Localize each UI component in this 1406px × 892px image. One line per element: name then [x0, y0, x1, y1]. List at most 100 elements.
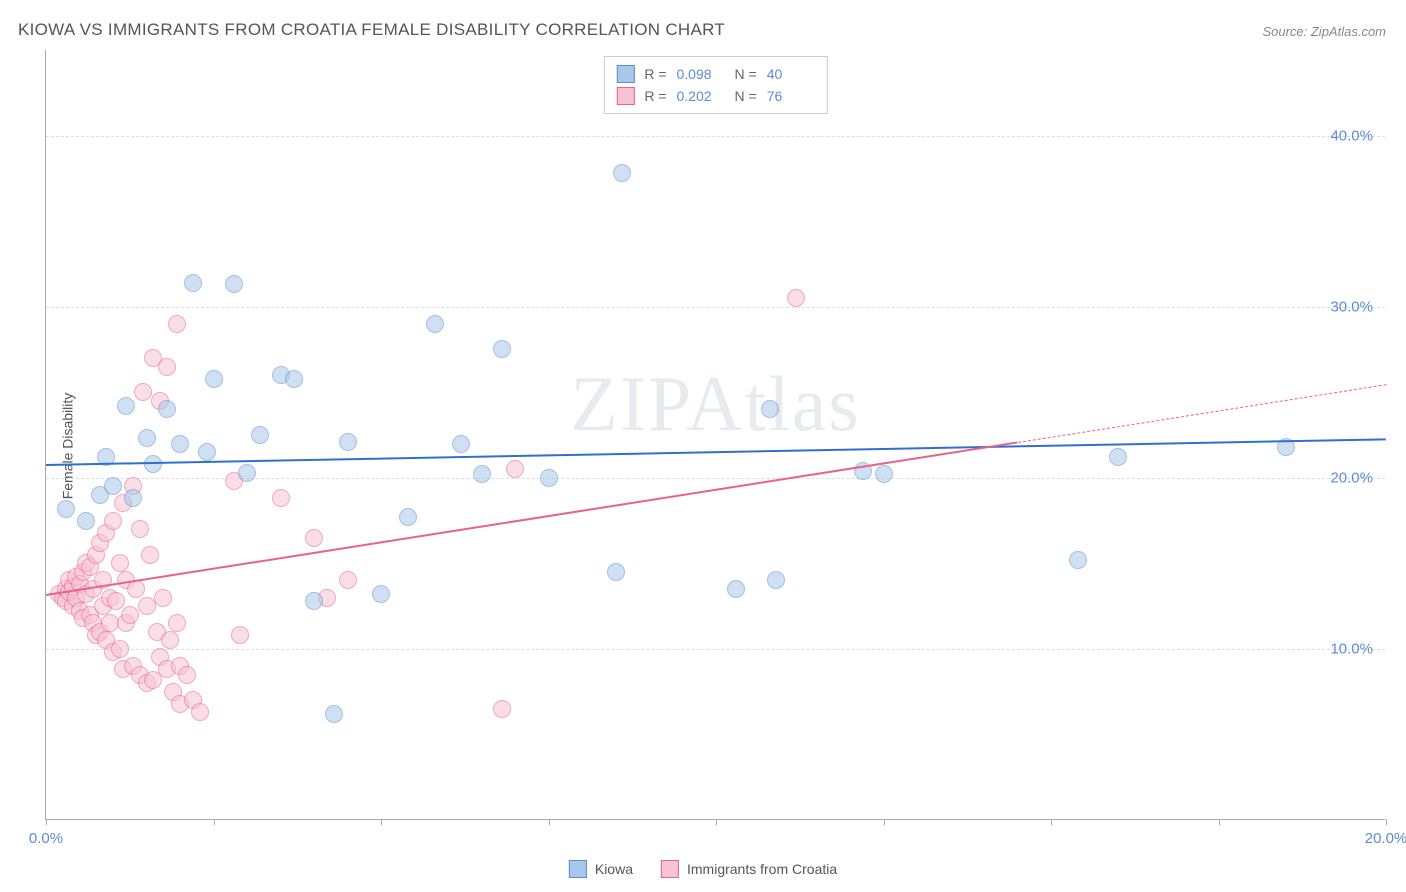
x-tick [716, 819, 717, 825]
y-tick-label: 30.0% [1330, 298, 1373, 315]
scatter-point [399, 508, 417, 526]
scatter-point [134, 383, 152, 401]
r-value-2: 0.202 [677, 88, 725, 104]
scatter-point [787, 289, 805, 307]
scatter-point [158, 358, 176, 376]
scatter-point [1069, 551, 1087, 569]
x-tick-label: 20.0% [1365, 830, 1406, 847]
scatter-point [305, 592, 323, 610]
x-tick [1219, 819, 1220, 825]
scatter-point [727, 580, 745, 598]
scatter-point [144, 455, 162, 473]
scatter-point [272, 489, 290, 507]
scatter-point [77, 512, 95, 530]
scatter-point [111, 554, 129, 572]
n-value-1: 40 [767, 66, 815, 82]
scatter-point [339, 433, 357, 451]
scatter-point [161, 631, 179, 649]
y-tick-label: 10.0% [1330, 640, 1373, 657]
scatter-point [121, 606, 139, 624]
scatter-point [101, 614, 119, 632]
scatter-point [178, 666, 196, 684]
scatter-point [171, 435, 189, 453]
scatter-point [111, 640, 129, 658]
scatter-point [761, 400, 779, 418]
y-tick-label: 40.0% [1330, 127, 1373, 144]
stats-legend-box: R = 0.098 N = 40 R = 0.202 N = 76 [603, 56, 827, 114]
scatter-point [225, 275, 243, 293]
scatter-point [184, 274, 202, 292]
x-tick [46, 819, 47, 825]
scatter-point [168, 614, 186, 632]
scatter-point [339, 571, 357, 589]
scatter-point [540, 469, 558, 487]
r-value-1: 0.098 [677, 66, 725, 82]
scatter-point [138, 597, 156, 615]
scatter-point [141, 546, 159, 564]
stats-row-1: R = 0.098 N = 40 [616, 63, 814, 85]
scatter-point [767, 571, 785, 589]
scatter-point [191, 703, 209, 721]
legend-item-1: Kiowa [569, 860, 633, 878]
x-tick [214, 819, 215, 825]
gridline [46, 307, 1385, 308]
stats-row-2: R = 0.202 N = 76 [616, 85, 814, 107]
scatter-point [231, 626, 249, 644]
n-label-2: N = [735, 88, 757, 104]
legend-swatch-blue [569, 860, 587, 878]
scatter-point [168, 315, 186, 333]
regression-line [46, 442, 1018, 597]
scatter-point [473, 465, 491, 483]
r-label-1: R = [644, 66, 666, 82]
plot-area: ZIPAtlas R = 0.098 N = 40 R = 0.202 N = … [45, 50, 1385, 820]
legend-item-2: Immigrants from Croatia [661, 860, 837, 878]
scatter-point [506, 460, 524, 478]
r-label-2: R = [644, 88, 666, 104]
x-tick [1051, 819, 1052, 825]
x-tick [381, 819, 382, 825]
n-label-1: N = [735, 66, 757, 82]
scatter-point [493, 700, 511, 718]
scatter-point [372, 585, 390, 603]
scatter-point [104, 477, 122, 495]
scatter-point [158, 400, 176, 418]
legend-label-2: Immigrants from Croatia [687, 861, 837, 877]
scatter-point [285, 370, 303, 388]
swatch-blue [616, 65, 634, 83]
x-tick-label: 0.0% [29, 830, 63, 847]
scatter-point [607, 563, 625, 581]
scatter-point [154, 589, 172, 607]
regression-line [46, 438, 1386, 466]
watermark-text: ZIPAtlas [570, 359, 861, 449]
x-tick [549, 819, 550, 825]
chart-title: KIOWA VS IMMIGRANTS FROM CROATIA FEMALE … [18, 20, 725, 40]
gridline [46, 649, 1385, 650]
x-tick [884, 819, 885, 825]
scatter-point [198, 443, 216, 461]
scatter-point [238, 464, 256, 482]
scatter-point [493, 340, 511, 358]
n-value-2: 76 [767, 88, 815, 104]
scatter-point [1109, 448, 1127, 466]
scatter-point [325, 705, 343, 723]
bottom-legend: Kiowa Immigrants from Croatia [569, 860, 837, 878]
scatter-point [305, 529, 323, 547]
scatter-point [131, 520, 149, 538]
scatter-point [57, 500, 75, 518]
scatter-point [117, 397, 135, 415]
scatter-point [205, 370, 223, 388]
scatter-point [613, 164, 631, 182]
source-attribution: Source: ZipAtlas.com [1262, 24, 1386, 39]
scatter-point [875, 465, 893, 483]
y-tick-label: 20.0% [1330, 469, 1373, 486]
regression-line-dashed [1017, 384, 1386, 443]
gridline [46, 136, 1385, 137]
scatter-point [426, 315, 444, 333]
legend-label-1: Kiowa [595, 861, 633, 877]
scatter-point [138, 429, 156, 447]
x-tick [1386, 819, 1387, 825]
swatch-pink [616, 87, 634, 105]
scatter-point [251, 426, 269, 444]
scatter-point [452, 435, 470, 453]
legend-swatch-pink [661, 860, 679, 878]
